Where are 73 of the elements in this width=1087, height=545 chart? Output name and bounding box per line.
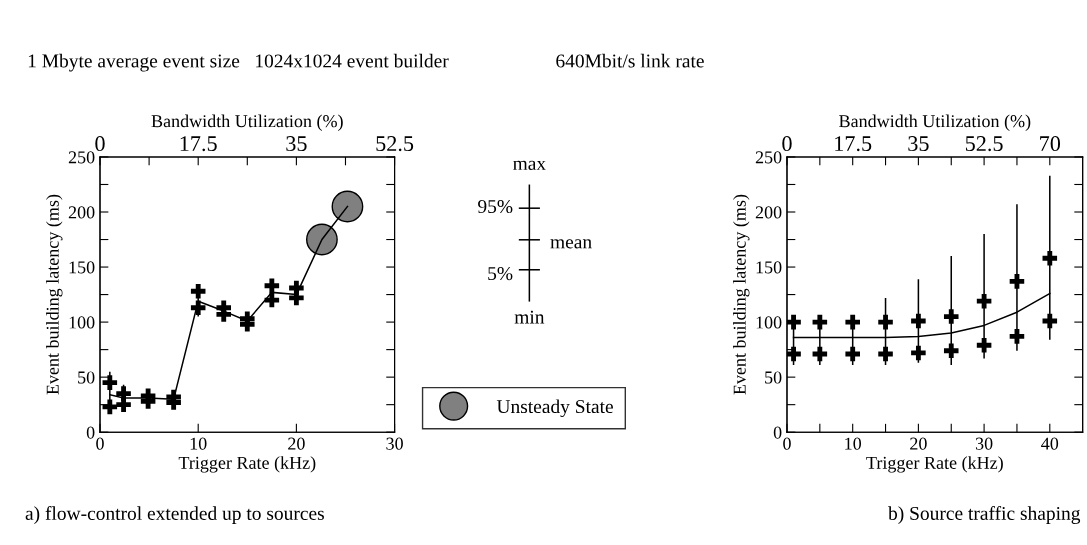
point [116, 397, 131, 412]
x-axis-title: Trigger Rate (kHz) [866, 456, 1003, 473]
point [1009, 274, 1025, 289]
point [812, 346, 828, 362]
point [102, 399, 118, 415]
point [845, 314, 860, 330]
x2-tick-label: 35 [286, 136, 307, 152]
point [786, 314, 801, 330]
y-tick-label: 150 [69, 261, 95, 274]
point [1042, 250, 1058, 266]
point [306, 223, 338, 256]
point [812, 314, 828, 330]
point [911, 313, 926, 329]
text: mean [550, 239, 592, 249]
y-tick-label: 0 [86, 426, 95, 439]
x2-tick-label: 35 [908, 136, 929, 152]
x-tick-label: 0 [96, 437, 104, 450]
text: a) flow-control extended up to sources [25, 506, 324, 524]
text: max [513, 160, 546, 170]
point [976, 337, 992, 353]
y-tick-label: 250 [755, 151, 782, 164]
x2-tick-label: 0 [782, 136, 792, 152]
y-tick-label: 50 [78, 371, 95, 384]
y-tick-label: 0 [773, 426, 782, 439]
point [264, 278, 280, 294]
y-axis-title: Event building latency (ms) [46, 194, 63, 395]
text: 5% [488, 266, 513, 281]
point [190, 283, 206, 299]
x-tick-label: 20 [910, 437, 927, 450]
y-axis-title: Event building latency (ms) [733, 194, 750, 395]
point [331, 190, 364, 223]
x2-axis-title: Bandwidth Utilization (%) [839, 114, 1031, 131]
y-tick-label: 100 [756, 316, 782, 329]
x-tick-label: 10 [845, 437, 862, 450]
point [102, 375, 118, 390]
x2-tick-label: 70 [1040, 136, 1061, 152]
x2-axis-title: Bandwidth Utilization (%) [151, 114, 343, 131]
y-tick-label: 150 [756, 261, 782, 274]
y-tick-label: 200 [755, 206, 782, 219]
x-tick-label: 40 [1041, 437, 1059, 450]
x-tick-label: 10 [190, 437, 207, 450]
x-axis-title: Trigger Rate (kHz) [178, 456, 316, 473]
text: 640Mbit/s link rate [556, 53, 704, 68]
y-tick-label: 100 [69, 316, 95, 329]
x-tick-label: 20 [288, 437, 305, 450]
point [943, 343, 959, 358]
x-tick-label: 30 [386, 437, 403, 450]
point [943, 309, 959, 324]
x2-tick-label: 52.5 [376, 136, 414, 152]
text: b) Source traffic shaping [888, 506, 1081, 524]
point [878, 314, 893, 330]
x2-tick-label: 0 [95, 136, 105, 152]
x2-tick-label: 17.5 [180, 136, 217, 152]
legend-label: Unsteady State [496, 399, 613, 418]
y-tick-label: 200 [68, 206, 95, 219]
point [976, 293, 992, 309]
point [911, 345, 926, 361]
point [878, 346, 893, 362]
y-tick-label: 250 [68, 151, 95, 164]
x2-tick-label: 17.5 [835, 136, 872, 152]
text: 1 Mbyte average event size [28, 53, 240, 72]
point [845, 346, 860, 362]
y-tick-label: 50 [765, 371, 782, 384]
point [1042, 313, 1058, 329]
x2-tick-label: 52.5 [965, 136, 1003, 152]
point [1009, 329, 1025, 344]
text: 1024x1024 event builder [256, 53, 449, 68]
point [289, 290, 304, 306]
point [786, 346, 801, 362]
x-tick-label: 0 [783, 437, 791, 450]
text: min [514, 310, 545, 324]
text: 95% [478, 199, 513, 214]
x-tick-label: 30 [975, 437, 993, 450]
